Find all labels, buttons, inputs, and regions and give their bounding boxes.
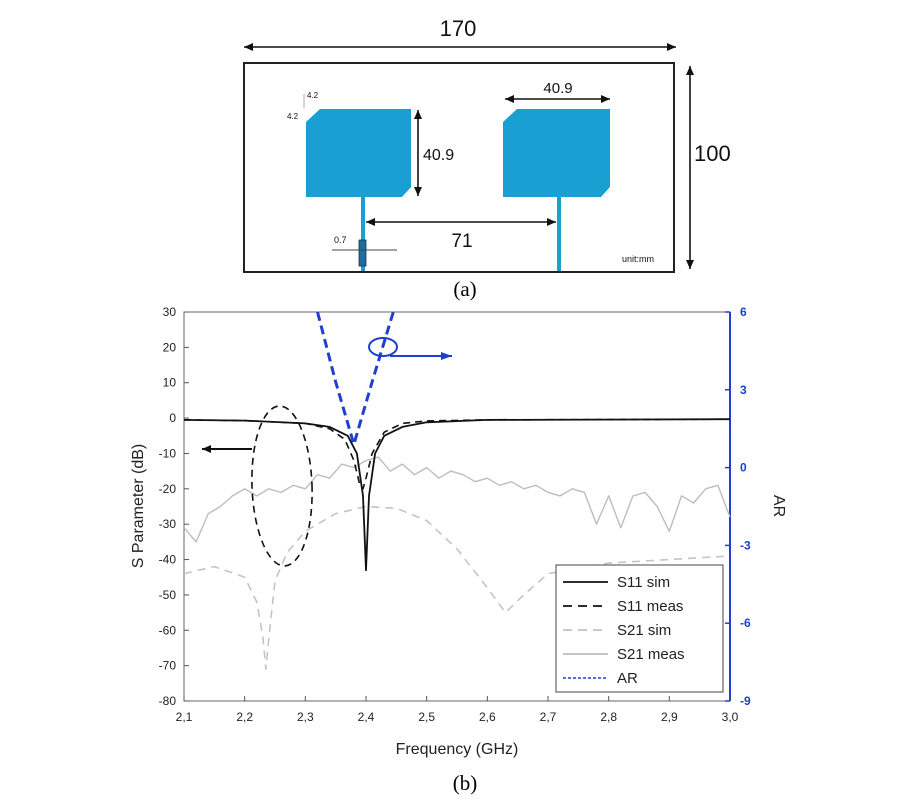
legend-label-s21-sim: S21 sim	[617, 622, 671, 639]
y-tick-label: -70	[159, 659, 177, 673]
right-feed-line	[557, 197, 561, 271]
caption-b: (b)	[453, 771, 478, 795]
left-feed-marker	[358, 239, 367, 267]
series-line-s21-sim	[183, 505, 731, 671]
series-line-ar	[316, 311, 395, 446]
y2-axis-label: AR	[770, 495, 787, 517]
caption-a: (a)	[453, 277, 476, 301]
antenna-layout: 170 100 0.7 4.2 4.2 40.9 40.9 71 unit:mm…	[243, 16, 731, 301]
chamfer-label-b: 4.2	[287, 112, 299, 121]
legend-box	[555, 564, 724, 693]
series-line-s21-meas	[183, 456, 731, 543]
y2-tick-label: -9	[740, 694, 751, 708]
y-tick-label: -30	[159, 517, 177, 531]
y-tick-label: -10	[159, 446, 177, 460]
series-line-s11-meas	[183, 418, 731, 490]
board-height-label: 100	[694, 141, 731, 166]
y2-tick-label: -6	[740, 616, 751, 630]
chamfer-label-a: 4.2	[307, 91, 319, 100]
board-width-label: 170	[440, 16, 477, 41]
left-feed-line	[361, 197, 365, 271]
y-tick-label: 30	[163, 305, 177, 319]
left-patch	[306, 109, 411, 197]
y-tick-label: 0	[169, 411, 176, 425]
y2-tick-label: 0	[740, 461, 747, 475]
axis-ticks: 2,1 2,2 2,3 2,4 2,5 2,6 2,7 2,8 2,9 3,03020100-10…	[159, 305, 751, 724]
feed-width-label: 0.7	[334, 235, 347, 245]
patch-width-label: 40.9	[543, 80, 572, 97]
y-tick-label: -60	[159, 623, 177, 637]
x-axis-label: Frequency (GHz)	[396, 741, 519, 758]
x-tick-label: 2,5	[418, 710, 435, 724]
legend: S11 sim S11 meas S21 sim S21 meas AR	[555, 564, 724, 693]
s11-annotation-ellipse	[251, 405, 313, 567]
x-tick-label: 2,9	[661, 710, 678, 724]
patch-height-label: 40.9	[423, 147, 454, 164]
series-layer	[183, 311, 731, 671]
ar-annotation-ellipse	[368, 337, 398, 357]
y2-tick-label: -3	[740, 538, 751, 552]
y-tick-label: -20	[159, 482, 177, 496]
legend-label-s21-meas: S21 meas	[617, 646, 685, 663]
unit-label: unit:mm	[622, 254, 654, 264]
y2-tick-label: 6	[740, 305, 747, 319]
legend-label-s11-meas: S11 meas	[617, 598, 683, 615]
y-tick-label: 20	[163, 340, 177, 354]
x-tick-label: 3,0	[722, 710, 739, 724]
y-tick-label: -80	[159, 694, 177, 708]
y-tick-label: -40	[159, 553, 177, 567]
right-patch	[503, 109, 610, 197]
x-tick-label: 2,7	[540, 710, 557, 724]
s-parameter-chart: 2,1 2,2 2,3 2,4 2,5 2,6 2,7 2,8 2,9 3,03020100-10…	[130, 305, 787, 795]
y-axis-label: S Parameter (dB)	[130, 444, 147, 568]
y-tick-label: -50	[159, 588, 177, 602]
x-tick-label: 2,4	[358, 710, 375, 724]
legend-label-ar: AR	[617, 670, 638, 687]
y2-tick-label: 3	[740, 383, 747, 397]
x-tick-label: 2,1	[176, 710, 193, 724]
x-tick-label: 2,3	[297, 710, 314, 724]
series-line-s11-sim	[183, 418, 731, 572]
x-tick-label: 2,6	[479, 710, 496, 724]
legend-label-s11-sim: S11 sim	[617, 574, 670, 591]
x-tick-label: 2,8	[600, 710, 617, 724]
x-tick-label: 2,2	[236, 710, 253, 724]
y-tick-label: 10	[163, 376, 177, 390]
spacing-label: 71	[451, 231, 472, 252]
